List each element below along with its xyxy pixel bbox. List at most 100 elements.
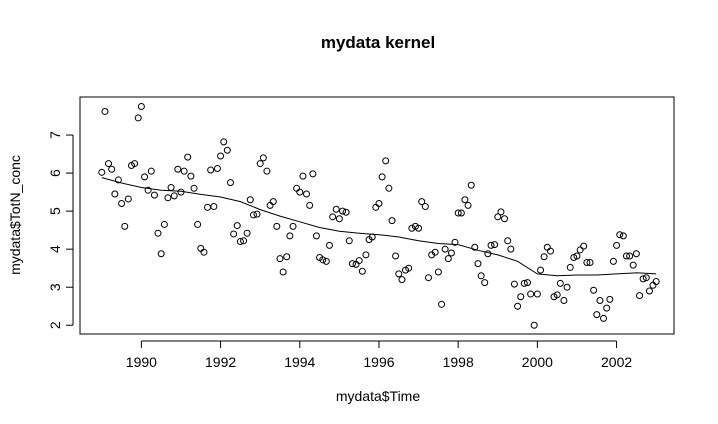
data-point [491, 241, 499, 249]
data-point [362, 251, 370, 259]
data-point [243, 229, 251, 237]
data-point [134, 114, 142, 122]
data-point [540, 253, 548, 261]
data-point [154, 229, 162, 237]
data-point [553, 291, 561, 299]
data-point [398, 276, 406, 284]
data-point [434, 268, 442, 276]
data-point [322, 257, 330, 265]
data-point [649, 281, 657, 289]
data-point [167, 184, 175, 192]
data-point [306, 201, 314, 209]
data-point [141, 173, 149, 181]
data-point [226, 179, 234, 187]
data-point [514, 302, 522, 310]
data-point [507, 245, 515, 253]
data-point [207, 166, 215, 174]
data-point [645, 287, 653, 295]
x-tick-label: 1994 [284, 354, 315, 370]
data-point [606, 295, 614, 303]
data-point [639, 275, 647, 283]
data-point [223, 146, 231, 154]
data-point [111, 190, 119, 198]
data-point [319, 256, 327, 264]
data-point [121, 222, 129, 230]
y-tick-label: 6 [47, 169, 63, 177]
data-point [501, 215, 509, 223]
data-point [190, 184, 198, 192]
data-point [431, 248, 439, 256]
data-point [418, 198, 426, 206]
data-point [105, 160, 113, 168]
data-point [204, 203, 212, 211]
data-point [613, 241, 621, 249]
data-point [101, 107, 109, 115]
data-point [629, 261, 637, 269]
data-point [392, 252, 400, 260]
data-point [332, 205, 340, 213]
data-point [157, 250, 165, 258]
x-tick-label: 1998 [443, 354, 474, 370]
data-point [273, 222, 281, 230]
y-tick-label: 7 [47, 131, 63, 139]
data-point [603, 304, 611, 312]
data-point [197, 244, 205, 252]
data-point [421, 203, 429, 211]
data-point [523, 279, 531, 287]
data-point [415, 224, 423, 232]
data-point [246, 196, 254, 204]
y-tick-label: 4 [47, 245, 63, 253]
data-point [441, 245, 449, 253]
data-point [220, 138, 228, 146]
data-point [517, 293, 525, 301]
plot-frame [79, 96, 675, 335]
data-point [118, 200, 126, 208]
data-point [147, 167, 155, 175]
data-point [108, 165, 116, 173]
data-point [626, 252, 634, 260]
data-point [652, 278, 660, 286]
data-point [325, 241, 333, 249]
data-point [576, 246, 584, 254]
data-point [256, 160, 264, 168]
data-point [520, 279, 528, 287]
data-point [388, 217, 396, 225]
data-point [174, 165, 182, 173]
data-point [286, 232, 294, 240]
data-point [573, 252, 581, 260]
y-tick-label: 5 [47, 207, 63, 215]
data-point [345, 237, 353, 245]
data-point [504, 237, 512, 245]
data-point [600, 314, 608, 322]
data-point [283, 253, 291, 261]
data-point [131, 160, 139, 168]
data-point [438, 300, 446, 308]
data-point [467, 181, 475, 189]
data-point [471, 243, 479, 251]
x-tick-label: 1992 [205, 354, 236, 370]
data-point [114, 176, 122, 184]
data-point [546, 247, 554, 255]
data-point [487, 241, 495, 249]
data-point [454, 209, 462, 217]
data-point [444, 255, 452, 263]
data-point [299, 172, 307, 180]
data-point [230, 230, 238, 238]
data-point [335, 215, 343, 223]
data-point [263, 167, 271, 175]
x-axis: 1990 1992 1994 1996 1998 2000 2002 [126, 340, 632, 370]
data-point [210, 203, 218, 211]
data-point [642, 274, 650, 282]
chart-title: mydata kernel [321, 33, 435, 52]
data-point [636, 292, 644, 300]
data-point [303, 190, 311, 198]
y-tick-label: 2 [47, 321, 63, 329]
y-tick-label: 3 [47, 283, 63, 291]
data-point [543, 243, 551, 251]
data-point [530, 321, 538, 329]
data-point [217, 152, 225, 160]
data-point [556, 279, 564, 287]
data-point [200, 248, 208, 256]
x-tick-label: 1990 [126, 354, 157, 370]
data-point [609, 257, 617, 265]
